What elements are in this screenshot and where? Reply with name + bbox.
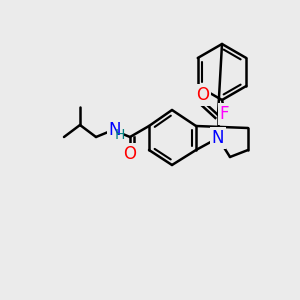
Text: O: O — [124, 145, 136, 163]
Text: O: O — [196, 86, 209, 104]
Text: N: N — [109, 121, 121, 139]
Text: N: N — [212, 129, 224, 147]
Text: F: F — [219, 105, 229, 123]
Text: H: H — [115, 128, 125, 142]
